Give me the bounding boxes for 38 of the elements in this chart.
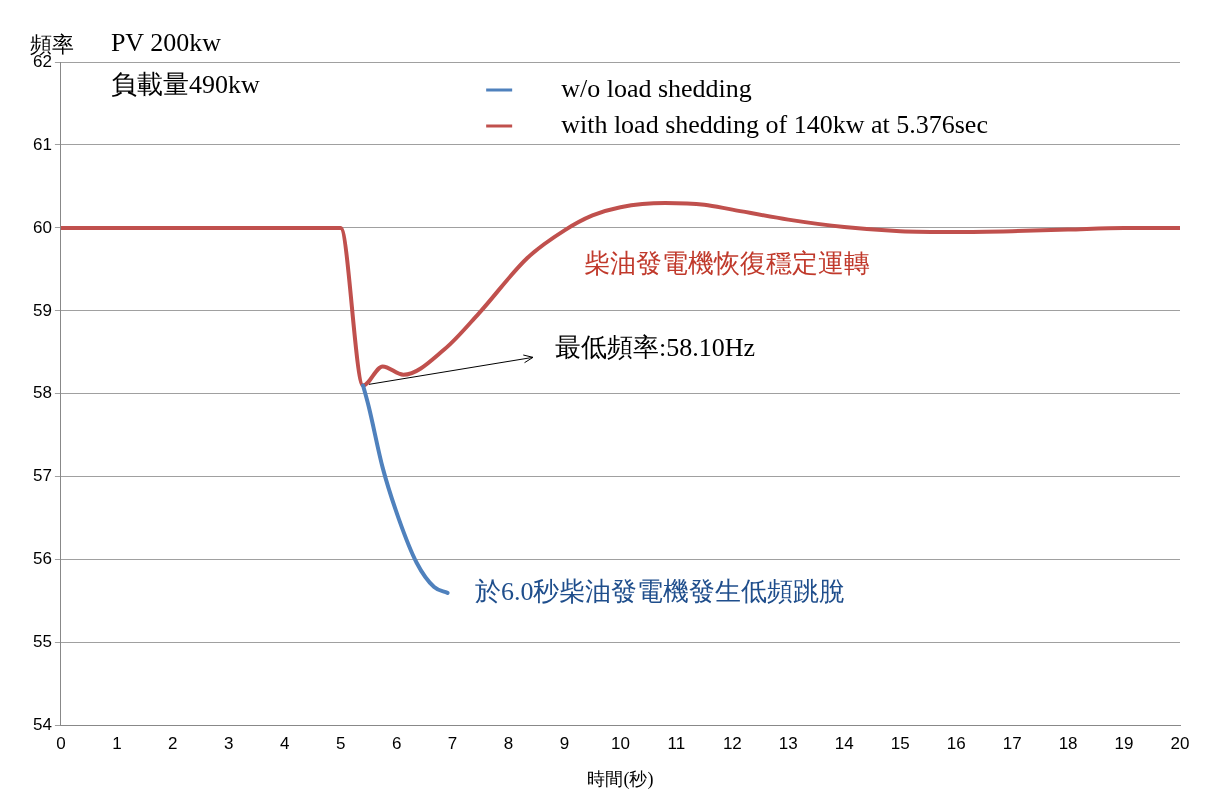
- y-tick-label: 61: [32, 134, 52, 154]
- x-tick-label: 18: [1058, 734, 1078, 754]
- x-tick-label: 1: [112, 734, 122, 754]
- x-axis-title: 時間(秒): [587, 769, 654, 791]
- y-tick-label: 58: [32, 383, 52, 403]
- y-tick-label: 54: [32, 715, 52, 735]
- y-tick-label: 55: [32, 632, 52, 652]
- x-tick-label: 13: [778, 734, 798, 754]
- x-tick-label: 2: [168, 734, 178, 754]
- y-tick-label: 56: [32, 549, 52, 569]
- annotation: 於6.0秒柴油發電機發生低頻跳脫: [474, 576, 846, 606]
- x-tick-label: 0: [56, 734, 66, 754]
- text: PV 200kw: [110, 27, 222, 57]
- x-tick-label: 12: [722, 734, 742, 754]
- legend-label: w/o load shedding: [561, 73, 752, 103]
- x-tick-label: 15: [890, 734, 910, 754]
- x-tick-label: 4: [279, 734, 290, 754]
- annotation: 負載量490kw: [110, 69, 260, 99]
- x-tick-label: 3: [224, 734, 234, 754]
- x-tick-label: 20: [1170, 734, 1190, 754]
- x-tick-label: 5: [335, 734, 346, 754]
- x-tick-label: 14: [834, 734, 854, 754]
- x-tick-label: 7: [447, 734, 458, 754]
- x-tick-label: 19: [1114, 734, 1134, 754]
- annotation: 柴油發電機恢復穩定運轉: [583, 249, 870, 279]
- legend-label: with load shedding of 140kw at 5.376sec: [561, 109, 988, 139]
- x-tick-label: 9: [559, 734, 570, 754]
- x-tick-label: 17: [1002, 734, 1022, 754]
- line-series: [361, 383, 450, 595]
- annotation: 最低頻率:58.10Hz: [555, 333, 756, 363]
- x-tick-label: 8: [503, 734, 514, 754]
- x-tick-label: 6: [391, 734, 402, 754]
- x-tick-label: 11: [667, 734, 686, 754]
- x-tick-label: 16: [946, 734, 966, 754]
- y-tick-label: 60: [32, 217, 52, 237]
- y-tick-label: 59: [32, 300, 52, 320]
- x-tick-label: 10: [610, 734, 630, 754]
- y-tick-label: 57: [32, 466, 52, 486]
